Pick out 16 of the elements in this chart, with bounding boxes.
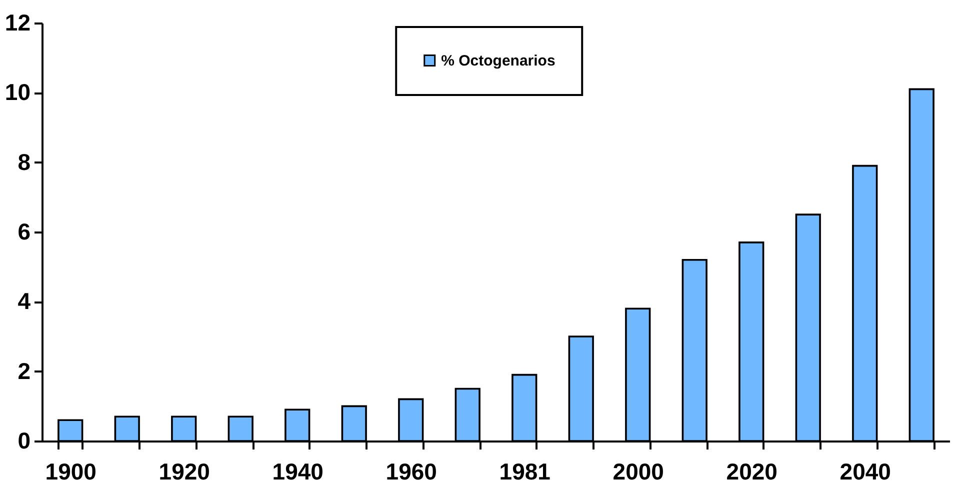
x-tick-label: 1940	[272, 458, 324, 484]
x-tick-label: 1981	[499, 458, 551, 484]
x-tick-label: 2000	[612, 458, 664, 484]
x-tick-label: 2040	[840, 458, 891, 484]
y-tick-label: 10	[4, 79, 30, 106]
legend-label: % Octogenarios	[441, 52, 556, 70]
x-tick-label: 2020	[726, 458, 778, 484]
x-tick-label: 1960	[386, 458, 437, 484]
x-tick-label: 1920	[158, 458, 210, 484]
y-tick-label: 12	[4, 10, 30, 36]
y-tick-label: 4	[18, 288, 31, 314]
y-tick-label: 2	[18, 358, 30, 384]
y-tick-label: 0	[18, 428, 30, 454]
x-tick-label: 1900	[45, 458, 96, 484]
y-tick-label: 8	[18, 148, 31, 175]
y-tick-label: 6	[18, 218, 30, 244]
